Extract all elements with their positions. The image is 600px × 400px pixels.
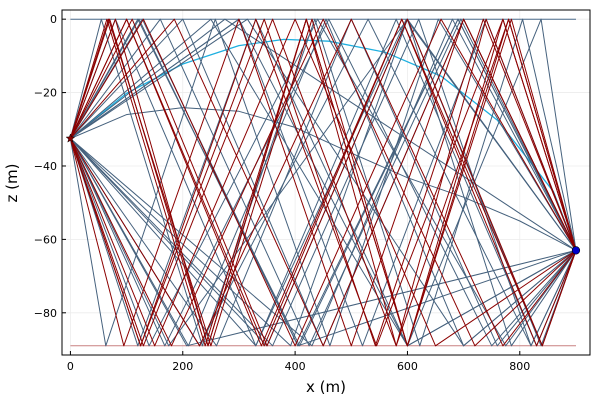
x-tick-label-0: 0 bbox=[67, 360, 74, 373]
y-tick-label-2: −40 bbox=[34, 160, 57, 173]
ray-path-multiple-45 bbox=[69, 18, 577, 347]
ray-path-reflected-25 bbox=[70, 18, 577, 347]
ray-path-reflected-9 bbox=[69, 18, 577, 347]
ray-path-reflected-26 bbox=[70, 18, 577, 347]
ray-path-multiple-40 bbox=[69, 18, 577, 347]
y-tick-label-1: −20 bbox=[34, 87, 57, 100]
y-tick-label-0: 0 bbox=[50, 13, 57, 26]
ray-path-multiple-42 bbox=[69, 18, 577, 347]
x-tick-label-2: 400 bbox=[285, 360, 306, 373]
ray-path-multiple-33 bbox=[69, 18, 577, 347]
ray-path-multiple-41 bbox=[69, 18, 577, 347]
plot-frame bbox=[61, 9, 591, 356]
x-axis-ticks: 0 200 400 600 800 bbox=[67, 351, 530, 373]
y-axis-ticks: 0 −20 −40 −60 −80 bbox=[34, 13, 66, 320]
receiver-circle-marker bbox=[571, 246, 581, 255]
ray-path-reflected-19 bbox=[70, 18, 577, 347]
x-tick-label-1: 200 bbox=[172, 360, 193, 373]
x-tick-label-4: 800 bbox=[509, 360, 530, 373]
ray-path-direct-2 bbox=[69, 38, 577, 251]
ray-path-multiple-44 bbox=[69, 18, 577, 347]
ray-path-multiple-43 bbox=[69, 18, 577, 347]
source-star-marker bbox=[65, 133, 76, 143]
x-axis-label: x (m) bbox=[306, 378, 346, 396]
ray-path-reflected-8 bbox=[69, 18, 577, 347]
markers bbox=[65, 133, 581, 255]
ray-path-reflected-27 bbox=[70, 18, 577, 347]
ray-paths bbox=[69, 18, 577, 347]
x-tick-label-3: 600 bbox=[397, 360, 418, 373]
y-axis-label: z (m) bbox=[3, 164, 21, 203]
ray-path-reflected-4 bbox=[70, 18, 577, 251]
ray-path-reflected-29 bbox=[69, 18, 577, 347]
ray-path-multiple-38 bbox=[69, 18, 577, 347]
y-tick-label-4: −80 bbox=[34, 307, 57, 320]
y-tick-label-3: −60 bbox=[34, 233, 57, 246]
